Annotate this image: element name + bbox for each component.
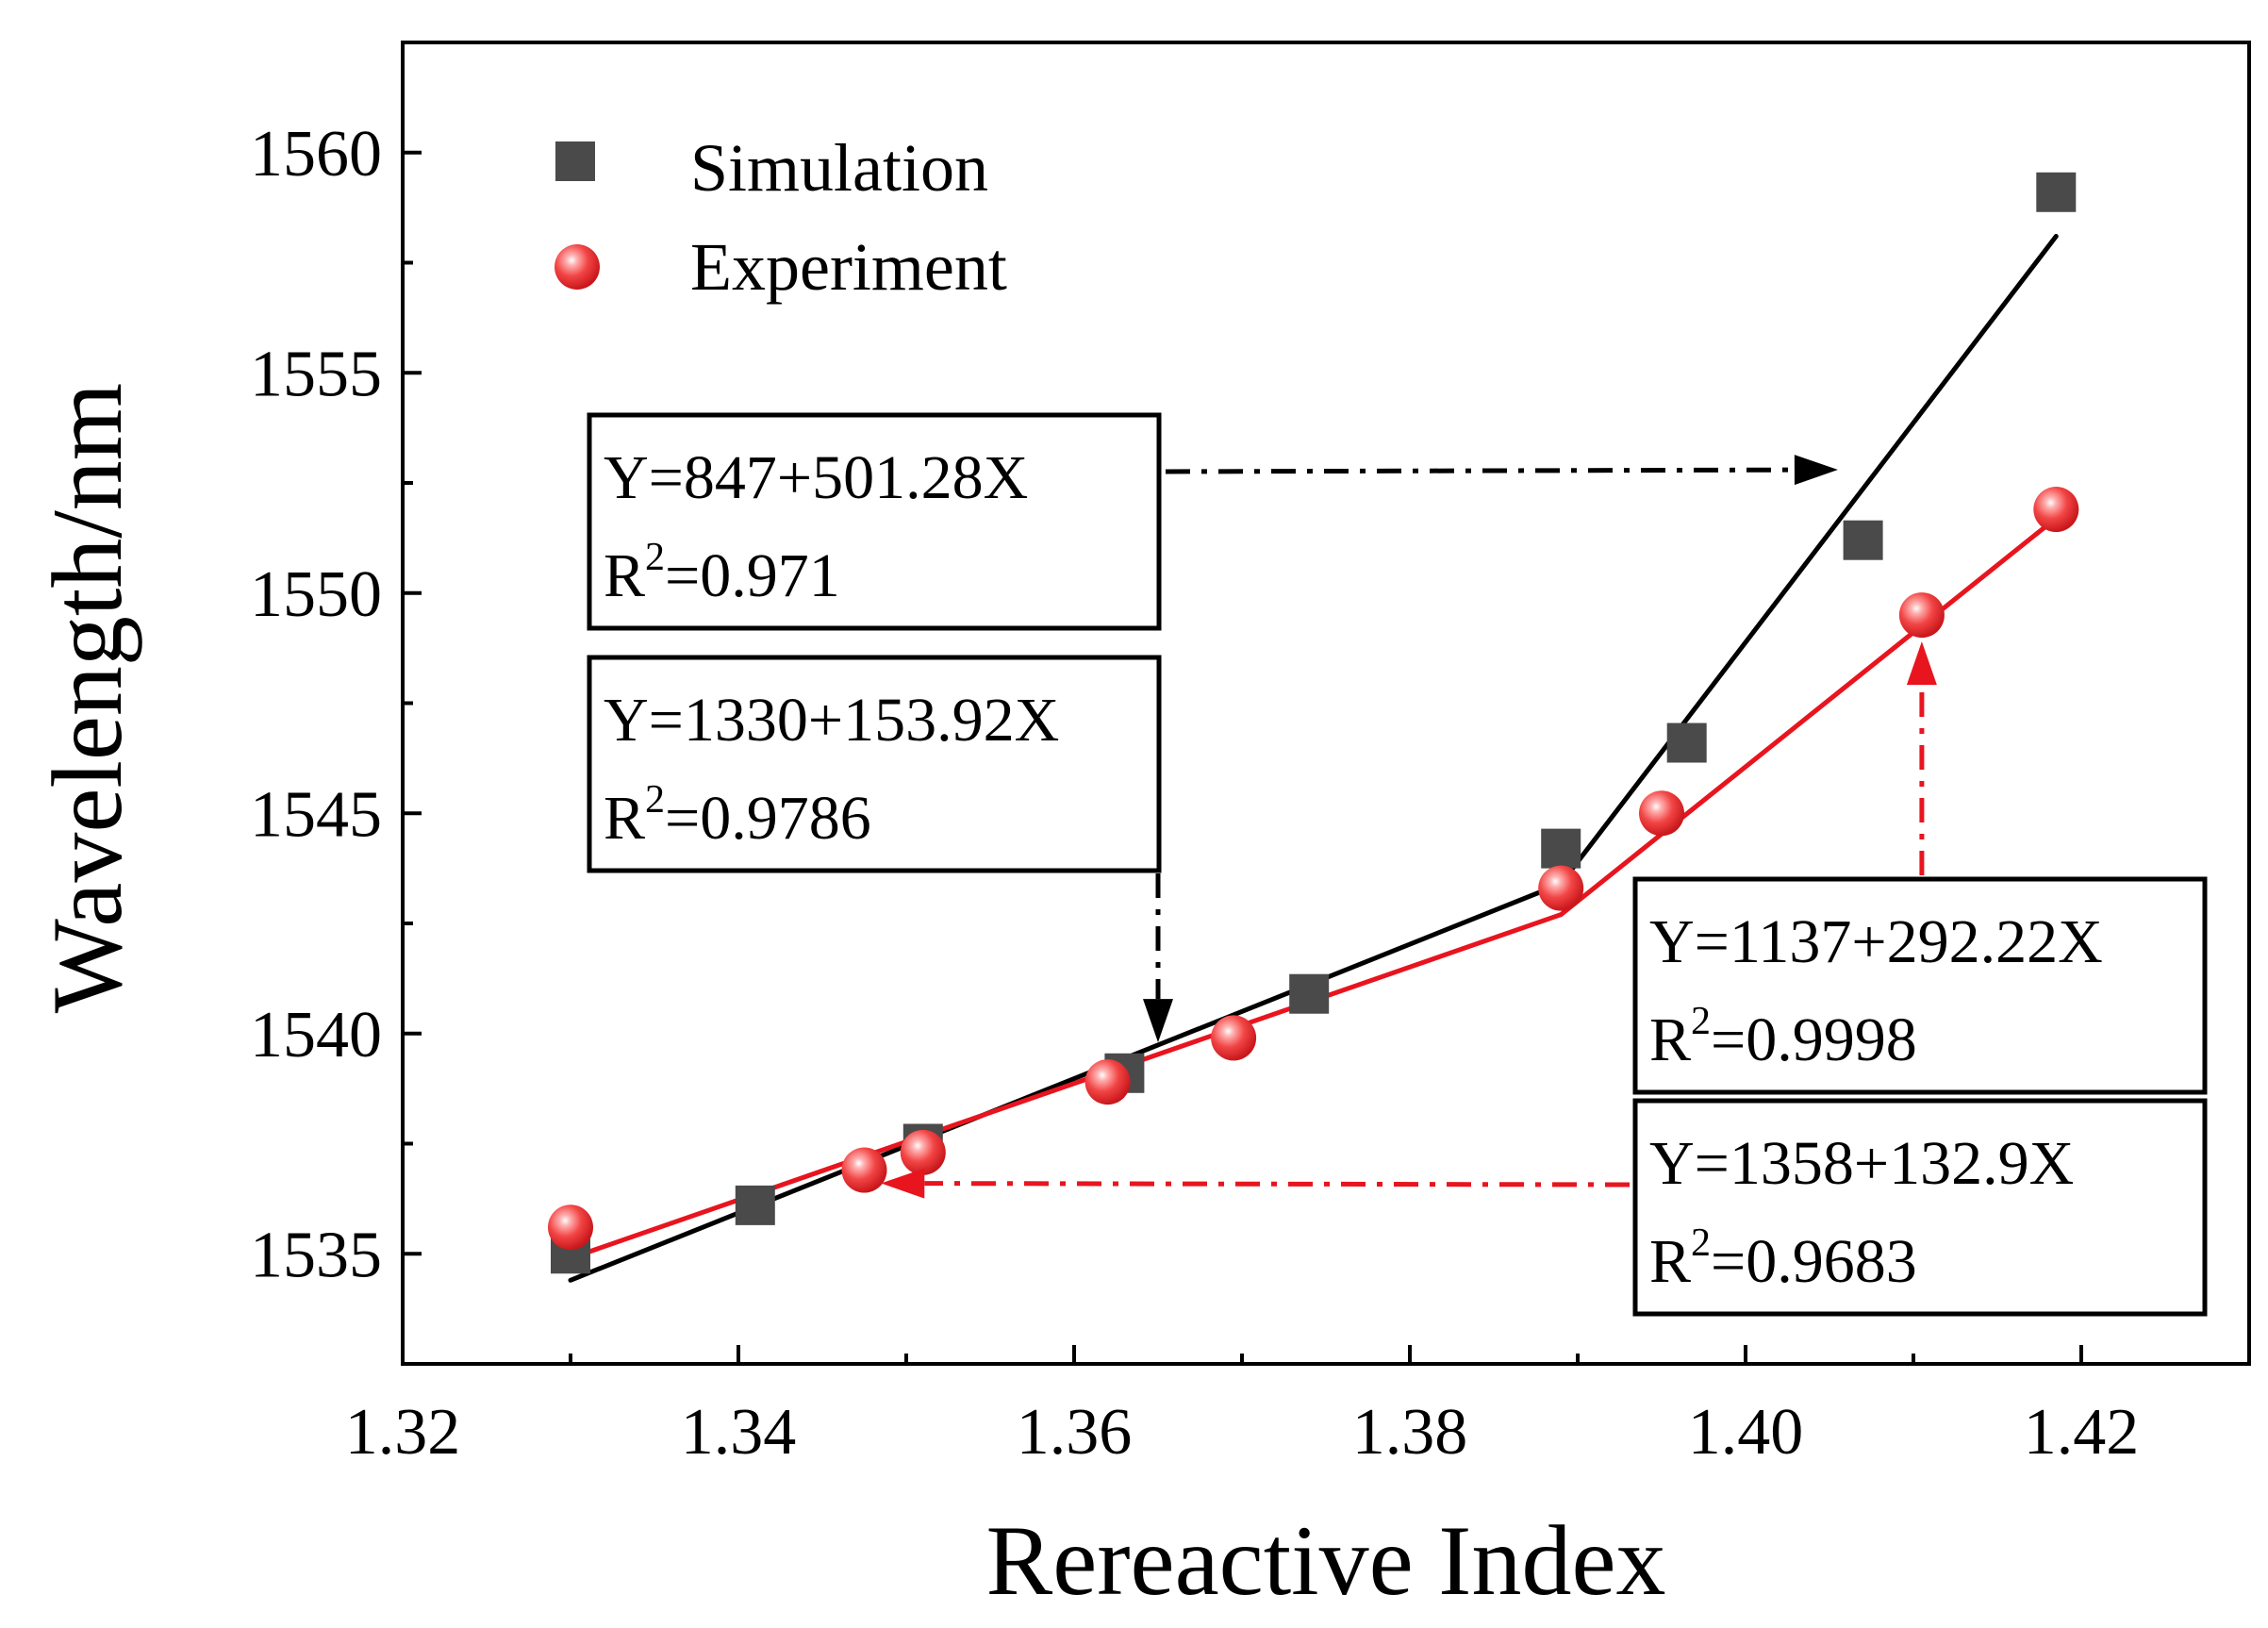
experiment-point — [1084, 1059, 1131, 1105]
simulation-fit-low — [568, 881, 1564, 1283]
y-axis-title: Wavelength/nm — [32, 383, 142, 1014]
experiment-point — [548, 1204, 593, 1251]
simulation-point — [2036, 172, 2077, 212]
arrow-3-head — [1906, 641, 1937, 686]
annotation-equation-2: Y=1330+153.92X — [604, 686, 1059, 755]
experiment-point — [841, 1147, 887, 1193]
annotation-box-3: Y=1137+292.22X R2=0.9998 — [1632, 876, 2208, 1095]
annotation-r2-2: R2=0.9786 — [604, 778, 871, 853]
arrow-2-head — [1143, 999, 1173, 1043]
x-tick-label: 1.36 — [1017, 1396, 1133, 1469]
annotation-box-1: Y=847+501.28X R2=0.971 — [587, 412, 1162, 631]
simulation-point — [1843, 520, 1883, 560]
annotation-r2-3: R2=0.9998 — [1649, 1000, 1917, 1074]
y-tick-label: 1545 — [250, 778, 382, 851]
arrow-1-head — [1794, 455, 1838, 486]
x-axis-title: Rereactive Index — [986, 1505, 1666, 1616]
legend-marker-simulation — [555, 141, 595, 181]
legend-label-experiment: Experiment — [690, 229, 1007, 305]
experiment-point — [1639, 790, 1684, 837]
annotation-box-4: Y=1358+132.9X R2=0.9683 — [1632, 1098, 2208, 1317]
simulation-point — [1289, 973, 1330, 1014]
x-tick-label: 1.34 — [681, 1396, 797, 1469]
simulation-point — [1541, 828, 1581, 869]
experiment-point — [1538, 865, 1584, 911]
y-tick-label: 1555 — [250, 338, 382, 410]
annotation-equation-3: Y=1137+292.22X — [1649, 907, 2103, 976]
annotation-equation-1: Y=847+501.28X — [604, 443, 1028, 512]
y-tick-label: 1550 — [250, 558, 382, 631]
x-tick-label: 1.40 — [1688, 1396, 1804, 1469]
x-tick-label: 1.32 — [345, 1396, 461, 1469]
annotation-equation-4: Y=1358+132.9X — [1649, 1129, 2074, 1198]
experiment-point — [1898, 592, 1945, 639]
y-tick-label: 1535 — [250, 1219, 382, 1291]
annotation-box-2: Y=1330+153.92X R2=0.9786 — [587, 655, 1162, 873]
annotation-arrows — [881, 455, 1937, 1199]
experiment-point — [1211, 1015, 1257, 1061]
legend-label-simulation: Simulation — [690, 130, 988, 206]
experiment-fit-high — [1558, 515, 2059, 918]
simulation-point — [735, 1185, 775, 1225]
y-tick-label: 1540 — [250, 999, 382, 1071]
arrow-4-head — [881, 1168, 925, 1199]
arrow-4-shaft — [924, 1181, 1631, 1188]
x-tick-label: 1.42 — [2024, 1396, 2140, 1469]
experiment-point — [900, 1129, 946, 1175]
x-tick-label: 1.38 — [1352, 1396, 1468, 1469]
arrow-1-shaft — [1165, 467, 1795, 474]
simulation-point — [1666, 723, 1707, 763]
annotation-r2-1: R2=0.971 — [604, 536, 840, 610]
annotation-r2-4: R2=0.9683 — [1649, 1221, 1917, 1296]
legend: Simulation Experiment — [555, 130, 1007, 305]
data-points — [548, 172, 2079, 1274]
axes: 1.32 1.34 1.36 1.38 1.40 1.42 1535 1540 1545 1550… — [250, 41, 2140, 1469]
legend-marker-experiment — [555, 244, 600, 290]
simulation-fit-high — [1558, 233, 2059, 887]
experiment-fit-low — [568, 912, 1564, 1261]
experiment-point — [2033, 487, 2079, 533]
y-tick-label: 1560 — [250, 118, 382, 191]
